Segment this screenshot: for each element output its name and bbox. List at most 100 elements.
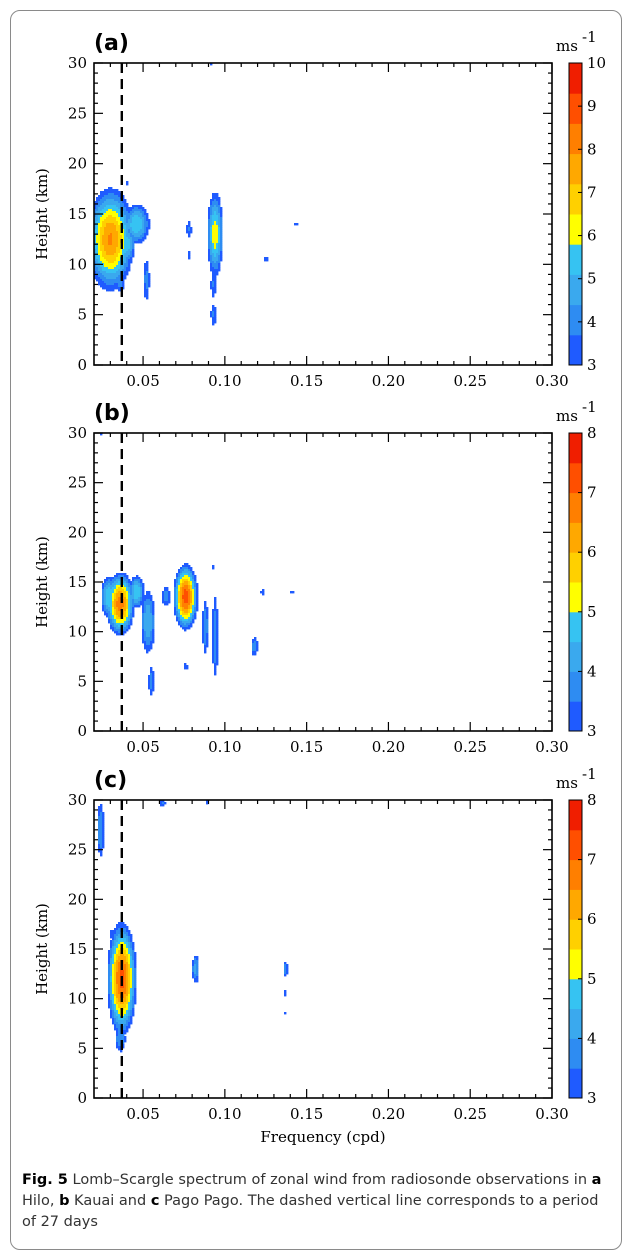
heatmap-cell (150, 683, 153, 686)
heatmap-cell (110, 253, 113, 256)
heatmap-cell (196, 956, 199, 959)
heatmap-cell (130, 597, 133, 600)
heatmap-cell (220, 245, 223, 248)
heatmap-cell (126, 207, 129, 210)
heatmap-cell (106, 233, 109, 236)
heatmap-cell (214, 239, 217, 242)
heatmap-cell (126, 257, 129, 260)
heatmap-cell (122, 613, 125, 616)
heatmap-cell (122, 1014, 125, 1017)
heatmap-cell (128, 267, 131, 270)
heatmap-cell (118, 201, 121, 204)
heatmap-cell (178, 573, 181, 576)
heatmap-cell (214, 231, 217, 234)
heatmap-cell (128, 613, 131, 616)
heatmap-cell (208, 229, 211, 232)
heatmap-cell (132, 968, 135, 971)
heatmap-cell (192, 581, 195, 584)
heatmap-cell (120, 1018, 123, 1021)
heatmap-cell (108, 982, 111, 985)
heatmap-cell (140, 239, 143, 242)
heatmap-cell (124, 936, 127, 939)
heatmap-cell (150, 603, 153, 606)
heatmap-cell (118, 974, 121, 977)
heatmap-cell (110, 934, 113, 937)
heatmap-cell (186, 575, 189, 578)
heatmap-cell (102, 812, 105, 815)
heatmap-cell (148, 683, 151, 686)
heatmap-cell (124, 982, 127, 985)
heatmap-cell (134, 207, 137, 210)
heatmap-cell (118, 603, 121, 606)
heatmap-cell (112, 275, 115, 278)
heatmap-cell (126, 930, 129, 933)
heatmap-cell (212, 659, 215, 662)
heatmap-cell (210, 269, 213, 272)
heatmap-cell (136, 213, 139, 216)
panel-b: 0.05 0.10 0.15 0.20 0.25 0.30051015202530Heig… (33, 398, 597, 756)
heatmap-cell (104, 257, 107, 260)
heatmap-cell (98, 241, 101, 244)
heatmap-cell (216, 215, 219, 218)
heatmap-cell (116, 1034, 119, 1037)
heatmap-cell (114, 287, 117, 290)
heatmap-cell (136, 221, 139, 224)
heatmap-cell (210, 259, 213, 262)
heatmap-cell (112, 627, 115, 630)
heatmap-cell (146, 287, 149, 290)
heatmap-cell (122, 593, 125, 596)
colorbar-segment (569, 334, 582, 366)
heatmap-cell (192, 577, 195, 580)
heatmap-cell (210, 255, 213, 258)
heatmap-cell (128, 942, 131, 945)
heatmap-cell (122, 283, 125, 286)
heatmap-cell (110, 251, 113, 254)
heatmap-cell (128, 251, 131, 254)
heatmap-cell (118, 597, 121, 600)
heatmap-cell (144, 291, 147, 294)
heatmap-cell (130, 966, 133, 969)
heatmap-cell (130, 225, 133, 228)
heatmap-cell (150, 641, 153, 644)
heatmap-cell (128, 217, 131, 220)
heatmap-cell (116, 936, 119, 939)
heatmap-cell (104, 583, 107, 586)
heatmap-cell (148, 219, 151, 222)
heatmap-cell (178, 595, 181, 598)
heatmap-cell (114, 938, 117, 941)
heatmap-cell (98, 235, 101, 238)
heatmap-cell (216, 639, 219, 642)
heatmap-cell (112, 962, 115, 965)
heatmap-cell (186, 589, 189, 592)
heatmap-cell (104, 603, 107, 606)
heatmap-cell (142, 223, 145, 226)
heatmap-cell (162, 800, 165, 803)
heatmap-cell (98, 814, 101, 817)
heatmap-cell (130, 217, 133, 220)
heatmap-cell (116, 573, 119, 576)
heatmap-cell (104, 281, 107, 284)
heatmap-cell (114, 211, 117, 214)
heatmap-cell (114, 277, 117, 280)
heatmap-cell (216, 653, 219, 656)
heatmap-cell (130, 988, 133, 991)
heatmap-cell (108, 615, 111, 618)
heatmap-cell (140, 591, 143, 594)
heatmap-cell (150, 677, 153, 680)
heatmap-cell (202, 611, 205, 614)
heatmap-cell (132, 994, 135, 997)
heatmap-cell (218, 259, 221, 262)
heatmap-cell (192, 595, 195, 598)
caption-fig-label: Fig. 5 (22, 1172, 68, 1188)
x-axis: 0.05 0.10 0.15 0.20 0.25 0.30 (109, 800, 569, 1123)
heatmap-cell (150, 633, 153, 636)
heatmap-cell (106, 285, 109, 288)
heatmap-cell (106, 223, 109, 226)
heatmap-cell (188, 585, 191, 588)
heatmap-cell (110, 201, 113, 204)
heatmap-cell (210, 237, 213, 240)
heatmap-cell (214, 261, 217, 264)
x-tick-label: 0.10 (208, 372, 241, 390)
heatmap-cell (140, 595, 143, 598)
heatmap-cell (132, 577, 135, 580)
